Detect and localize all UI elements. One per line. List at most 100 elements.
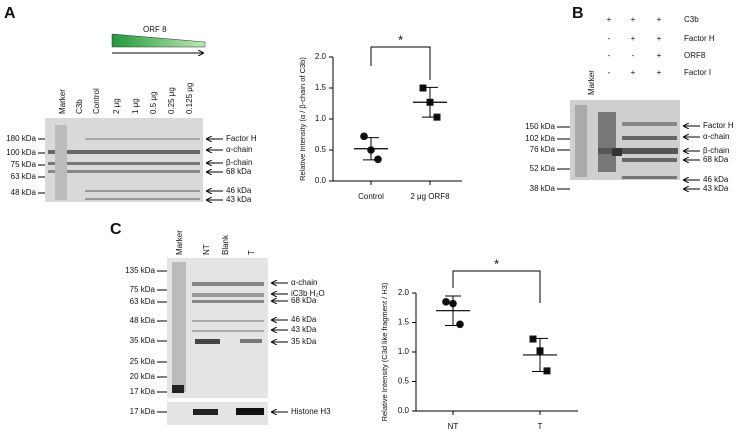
lane-label: Marker	[58, 89, 67, 114]
band-label: α-chain	[226, 145, 252, 154]
lane-label: 0.125 μg	[185, 83, 194, 114]
error-bar	[532, 337, 548, 372]
band-label: Factor H	[703, 121, 734, 130]
gradient-wedge	[111, 33, 206, 48]
marker-label: 150 kDa	[525, 122, 555, 131]
condition-sign: +	[631, 68, 636, 77]
gel-c	[167, 258, 268, 425]
band-label: 46 kDa	[226, 186, 252, 195]
condition-sign: -	[608, 51, 611, 60]
band-label: 68 kDa	[226, 167, 252, 176]
band-label: α-chain	[291, 278, 317, 287]
gel-a	[45, 118, 203, 202]
marker-label: 20 kDa	[130, 372, 156, 381]
marker-label: 75 kDa	[130, 285, 156, 294]
error-bar	[445, 295, 461, 326]
marker-label: 25 kDa	[130, 357, 156, 366]
condition-sign: -	[632, 51, 635, 60]
marker-label: 38 kDa	[530, 184, 556, 193]
condition-sign: +	[631, 34, 636, 43]
band-label: Histone H3	[291, 407, 331, 416]
data-point	[374, 155, 382, 164]
lane-label: Control	[92, 88, 101, 114]
condition-sign: +	[657, 15, 662, 24]
y-axis-label: Relative Intensity (C3d like fragment / …	[380, 282, 389, 421]
condition-sign: +	[657, 68, 662, 77]
data-point	[543, 367, 551, 375]
significance-bracket	[370, 46, 431, 80]
y-tick-label: 1.0	[398, 347, 410, 356]
x-tick-label: NT	[448, 422, 459, 431]
y-tick-label: 0.0	[315, 176, 327, 185]
x-tick-label: 2 μg ORF8	[410, 192, 450, 201]
panel-letter: C	[110, 221, 122, 238]
condition-sign: +	[657, 51, 662, 60]
marker-label: 48 kDa	[130, 316, 156, 325]
band-label: iC3b H₂O	[291, 289, 325, 298]
data-point	[419, 84, 427, 92]
y-tick-label: 1.0	[315, 114, 327, 123]
condition-label: ORF8	[684, 51, 706, 60]
marker-label: 135 kDa	[125, 266, 155, 275]
x-tick-label: Control	[358, 192, 384, 201]
condition-sign: +	[607, 15, 612, 24]
condition-label: Factor H	[684, 34, 715, 43]
marker-label: 35 kDa	[130, 336, 156, 345]
band-label: 46 kDa	[703, 175, 729, 184]
condition-sign: -	[608, 34, 611, 43]
band-label: 68 kDa	[703, 155, 729, 164]
y-tick-label: 0.0	[398, 406, 410, 415]
y-tick-label: 0.5	[398, 377, 410, 386]
x-tick-label: T	[538, 422, 543, 431]
marker-label: 75 kDa	[11, 160, 37, 169]
y-axis-label: Relative Intensity (α / β-chain of C3b)	[298, 57, 307, 181]
y-tick-label: 2.0	[398, 288, 410, 297]
band-label: Factor H	[226, 134, 257, 143]
panel-letter: B	[572, 5, 584, 22]
lane-label: 2 μg	[112, 98, 121, 114]
band-label: 46 kDa	[291, 315, 317, 324]
panel-letter: A	[4, 5, 16, 22]
band-label: β-chain	[703, 146, 729, 155]
error-bar	[422, 86, 438, 118]
band-label: 68 kDa	[291, 296, 317, 305]
marker-label: 76 kDa	[530, 145, 556, 154]
marker-label: 17 kDa	[130, 387, 156, 396]
y-tick-label: 1.5	[398, 318, 410, 327]
marker-label: 52 kDa	[530, 164, 556, 173]
lane-label: T	[247, 250, 256, 255]
band-label: 43 kDa	[226, 195, 252, 204]
band-label: 43 kDa	[291, 325, 317, 334]
band-label: α-chain	[703, 132, 729, 141]
band-label: 43 kDa	[703, 184, 729, 193]
lane-label: Blank	[221, 234, 230, 255]
y-tick-label: 2.0	[315, 52, 327, 61]
condition-sign: +	[631, 15, 636, 24]
marker-label: 180 kDa	[6, 134, 36, 143]
marker-label: 17 kDa	[130, 407, 156, 416]
lane-label: 0.5 μg	[149, 92, 158, 114]
data-point	[529, 335, 537, 343]
y-tick-label: 0.5	[315, 145, 327, 154]
error-bar	[363, 137, 379, 161]
lane-label: NT	[202, 244, 211, 255]
marker-label: 100 kDa	[6, 148, 36, 157]
lane-label: C3b	[75, 99, 84, 114]
y-tick-label: 1.5	[315, 83, 327, 92]
significance-bracket	[452, 270, 541, 303]
lane-label: 1 μg	[131, 98, 140, 114]
marker-label: 48 kDa	[11, 188, 37, 197]
condition-label: C3b	[684, 15, 699, 24]
data-point	[456, 320, 464, 329]
marker-label: 102 kDa	[525, 134, 555, 143]
lane-label: Marker	[587, 70, 596, 95]
band-label: 35 kDa	[291, 337, 317, 346]
marker-label: 63 kDa	[130, 297, 156, 306]
condition-sign: +	[657, 34, 662, 43]
gel-b	[570, 100, 680, 180]
data-point	[360, 132, 368, 141]
treatment-label: ORF 8	[143, 25, 167, 34]
lane-label: 0.25 μg	[167, 87, 176, 114]
lane-label: Marker	[175, 230, 184, 255]
